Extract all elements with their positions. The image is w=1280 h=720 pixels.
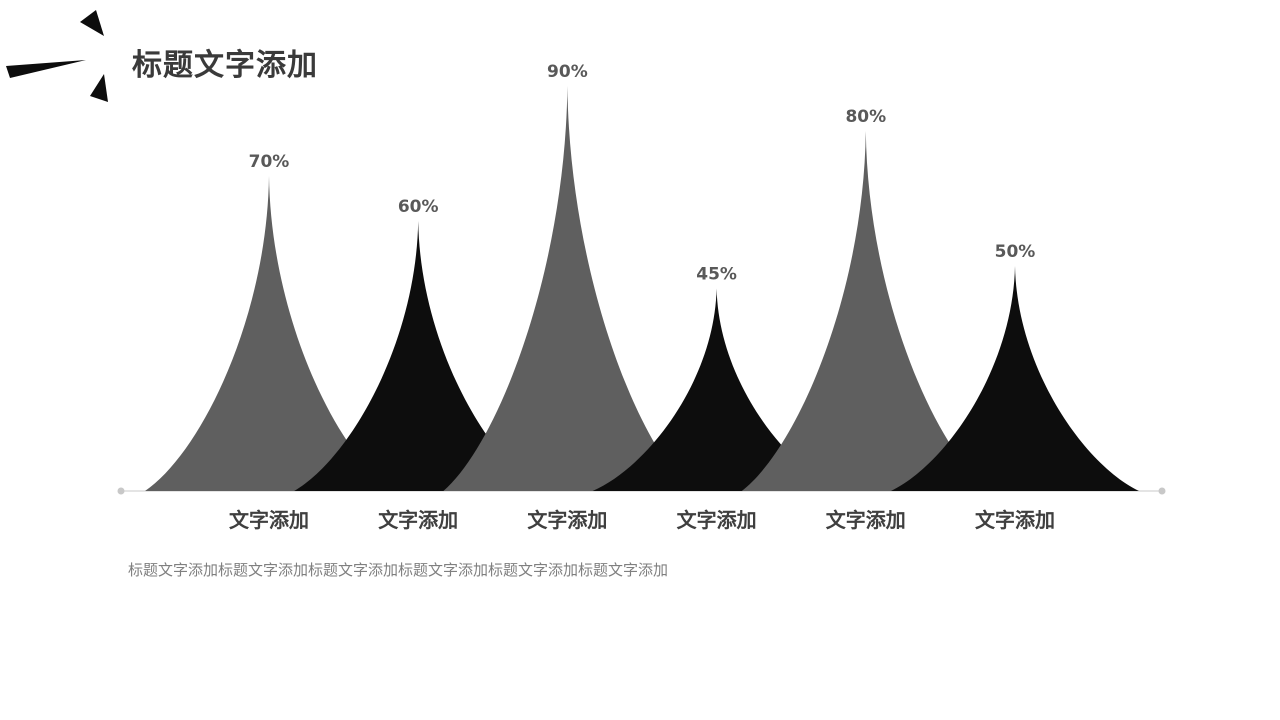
peak-1	[145, 176, 393, 491]
caption-text: 标题文字添加标题文字添加标题文字添加标题文字添加标题文字添加标题文字添加	[128, 562, 669, 579]
value-label-6: 50%	[995, 242, 1036, 262]
value-label-1: 70%	[249, 152, 290, 172]
peak-4	[592, 288, 841, 491]
baseline-left-dot	[117, 487, 125, 495]
category-label-6: 文字添加	[975, 508, 1055, 532]
category-label-3: 文字添加	[527, 508, 607, 532]
value-label-2: 60%	[398, 197, 439, 217]
title-decoration-icon	[6, 10, 108, 102]
page-title: 标题文字添加	[132, 49, 318, 82]
peak-6	[891, 266, 1139, 491]
category-label-1: 文字添加	[229, 508, 309, 532]
peak-3	[443, 86, 692, 491]
value-label-4: 45%	[696, 265, 737, 285]
category-label-2: 文字添加	[378, 508, 458, 532]
value-label-3: 90%	[547, 62, 588, 82]
peak-2	[294, 221, 543, 491]
category-label-4: 文字添加	[677, 508, 757, 532]
baseline-right-dot	[1158, 487, 1166, 495]
value-label-5: 80%	[845, 107, 886, 127]
peak-5	[741, 131, 990, 491]
category-label-5: 文字添加	[826, 508, 906, 532]
